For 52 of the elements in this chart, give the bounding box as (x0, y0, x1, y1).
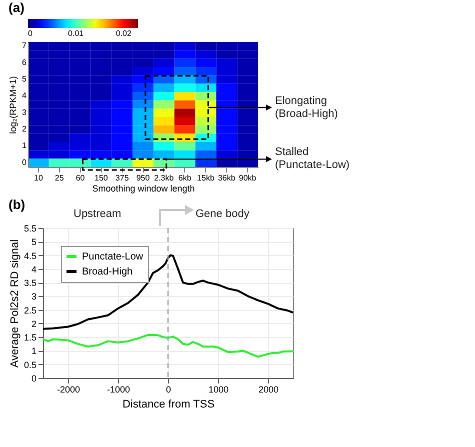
text: Gene body (196, 208, 250, 221)
y-tick-label: 5 (22, 74, 28, 84)
color-bar-label: 0.02 (116, 29, 132, 38)
x-tick-label: 150 (94, 174, 108, 182)
x-axis-title: Distance from TSS (122, 398, 215, 410)
x-tick-label: 90kb (238, 174, 257, 182)
y-tick-label: 4 (31, 264, 36, 274)
x-tick-label: 1000 (208, 384, 229, 394)
x-tick-label: 25 (54, 174, 64, 182)
y-tick-label: 0 (22, 158, 28, 167)
y-tick-label: 0 (31, 374, 36, 384)
text: Upstream (74, 208, 122, 221)
chart-title: (a) (8, 0, 24, 15)
y-tick-label: 7 (22, 41, 28, 50)
y-tick-label: 1.5 (24, 332, 36, 343)
legend-label: Broad-High (82, 266, 133, 278)
x-tick-label: -2000 (56, 384, 80, 394)
x-axis-title: Smoothing window length (92, 184, 195, 194)
y-axis-title: Average Pol2s2 RD signal (8, 239, 21, 368)
color-bar-label: 0.01 (68, 29, 84, 38)
x-tick-label: 375 (115, 174, 130, 182)
x-tick-label: 10 (34, 174, 44, 182)
y-axis-title: log₂(RPKM+1) (8, 76, 18, 134)
y-tick-label: 0.5 (24, 360, 36, 370)
chart-title: (b) (8, 197, 26, 212)
y-tick-label: 3 (31, 292, 36, 302)
text: Stalled (Punctate-Low) (275, 146, 351, 172)
y-tick-label: 4 (22, 91, 28, 100)
y-tick-label: 3 (22, 108, 28, 117)
y-tick-label: 4.5 (24, 250, 36, 261)
y-tick-label: 2.5 (24, 305, 36, 316)
x-tick-label: 15kb (197, 174, 215, 182)
text: Elongating (Broad-High) (275, 94, 339, 120)
x-tick-label: 2.3kb (154, 174, 174, 182)
line-series (42, 334, 294, 358)
y-tick-label: 6 (22, 58, 28, 67)
y-tick-label: 3.5 (24, 278, 36, 288)
legend-label: Punctate-Low (82, 252, 144, 262)
x-tick-label: 950 (136, 174, 150, 182)
x-tick-label: 2000 (258, 384, 279, 394)
y-tick-label: 2 (31, 318, 36, 329)
y-tick-label: 1 (31, 346, 36, 356)
x-tick-label: 6kb (178, 174, 192, 182)
y-tick-label: 2 (22, 124, 28, 134)
x-tick-label: 60 (76, 174, 86, 182)
x-tick-label: 0 (166, 384, 172, 394)
y-tick-label: 5.5 (24, 224, 36, 234)
x-tick-label: 36kb (218, 174, 236, 182)
y-tick-label: 1 (22, 141, 28, 150)
y-tick-label: 5 (31, 237, 36, 248)
x-tick-label: -1000 (106, 384, 130, 394)
line-series (42, 254, 294, 330)
